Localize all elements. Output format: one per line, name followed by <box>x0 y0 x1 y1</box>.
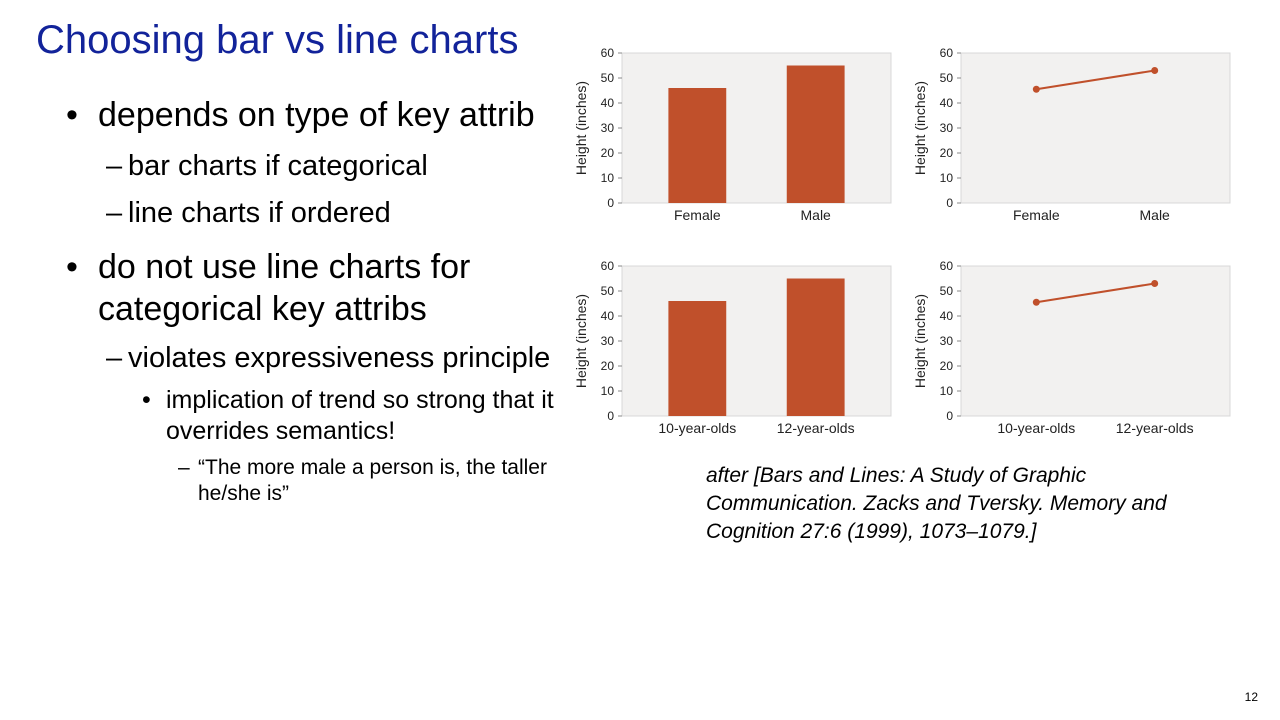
y-axis-label: Height (inches) <box>912 294 928 388</box>
line-point-12-year-olds <box>1151 280 1159 287</box>
y-tick-label: 20 <box>940 359 954 373</box>
dash-marker: – <box>106 342 123 374</box>
y-axis-label: Height (inches) <box>573 81 589 175</box>
bar-male <box>786 65 845 203</box>
y-tick-label: 30 <box>601 334 615 348</box>
chart-1: 0 10 20 30 40 50 60 Height (inches) Female Male <box>573 46 892 223</box>
y-tick-label: 40 <box>940 96 954 110</box>
y-tick-label: 0 <box>607 196 614 210</box>
plot-area <box>960 52 1231 204</box>
dash-marker: – <box>106 197 123 229</box>
x-tick-label: 10-year-olds <box>658 420 736 436</box>
citation: after [Bars and Lines: A Study of Graphi… <box>706 464 1167 543</box>
x-tick-label: Male <box>1140 207 1171 223</box>
dash-marker: – <box>178 456 190 479</box>
y-tick-label: 10 <box>601 171 615 185</box>
y-tick-label: 20 <box>601 146 615 160</box>
x-tick-label: 12-year-olds <box>777 420 855 436</box>
chart-2: 0 10 20 30 40 50 60 Height (inches) Female Male <box>912 46 1231 223</box>
y-tick-label: 30 <box>940 121 954 135</box>
series-line <box>1036 69 1155 91</box>
plot-area <box>960 265 1231 417</box>
sub-bullet-text: violates expressiveness principle <box>128 342 551 374</box>
y-tick-label: 60 <box>601 46 615 60</box>
y-tick-label: 40 <box>940 309 954 323</box>
line-point-male <box>1151 67 1159 74</box>
plot-area <box>621 265 892 417</box>
x-tick-label: 10-year-olds <box>997 420 1075 436</box>
y-tick-label: 30 <box>601 121 615 135</box>
y-tick-label: 40 <box>601 96 615 110</box>
y-tick-label: 0 <box>607 409 614 423</box>
bullet-key-attrib-type: depends on type of key attrib <box>66 94 566 136</box>
y-tick-label: 0 <box>946 409 953 423</box>
y-tick-label: 50 <box>601 284 615 298</box>
sub-bullet-text: bar charts if categorical <box>128 150 428 182</box>
y-tick-label: 20 <box>601 359 615 373</box>
sub-sub-bullet-trend: implication of trend so strong that it o… <box>66 385 566 447</box>
x-tick-label: Female <box>1013 207 1060 223</box>
dash-marker: – <box>106 150 123 182</box>
y-tick-label: 40 <box>601 309 615 323</box>
sub-bullet-line-ordered: – line charts if ordered <box>66 195 566 232</box>
sub-bullet-expressiveness: – violates expressiveness principle <box>66 340 566 377</box>
y-axis-label: Height (inches) <box>573 294 589 388</box>
x-tick-label: Male <box>801 207 832 223</box>
bar-10-year-olds <box>668 301 727 416</box>
plot-area <box>621 52 892 204</box>
bullet-list: depends on type of key attrib –bar chart… <box>66 94 566 507</box>
y-tick-label: 20 <box>940 146 954 160</box>
y-tick-label: 0 <box>946 196 953 210</box>
slide-title: Choosing bar vs line charts <box>36 18 519 62</box>
y-axis-label: Height (inches) <box>912 81 928 175</box>
line-point-10-year-olds <box>1032 298 1040 306</box>
y-tick-label: 50 <box>601 71 615 85</box>
sub-bullet-text: line charts if ordered <box>128 197 391 229</box>
bar-12-year-olds <box>786 278 845 416</box>
y-tick-label: 60 <box>601 259 615 273</box>
page-number: 12 <box>1244 690 1258 704</box>
chart-grid: 0 10 20 30 40 50 60 Height (inches) Female Male 0 1… <box>573 46 1231 436</box>
chart-3: 0 10 20 30 40 50 60 Height (inches) 10-year-olds… <box>573 259 892 436</box>
sub-bullet-bar-categorical: – bar charts if categorical <box>66 148 566 185</box>
bar-female <box>668 88 727 203</box>
y-tick-label: 10 <box>940 384 954 398</box>
x-tick-label: Female <box>674 207 721 223</box>
y-tick-label: 10 <box>601 384 615 398</box>
bullet-no-line-categorical: do not use line charts for categorical k… <box>66 246 566 330</box>
quote-text: “The more male a person is, the taller h… <box>198 456 547 505</box>
y-tick-label: 50 <box>940 71 954 85</box>
x-tick-label: 12-year-olds <box>1116 420 1194 436</box>
series-line <box>1036 282 1155 304</box>
y-tick-label: 30 <box>940 334 954 348</box>
y-tick-label: 10 <box>940 171 954 185</box>
quote-bullet: – “The more male a person is, the taller … <box>66 455 566 507</box>
line-point-female <box>1032 85 1040 93</box>
y-tick-label: 60 <box>940 46 954 60</box>
y-tick-label: 60 <box>940 259 954 273</box>
chart-4: 0 10 20 30 40 50 60 Height (inches) 10-year-olds… <box>912 259 1231 436</box>
y-tick-label: 50 <box>940 284 954 298</box>
